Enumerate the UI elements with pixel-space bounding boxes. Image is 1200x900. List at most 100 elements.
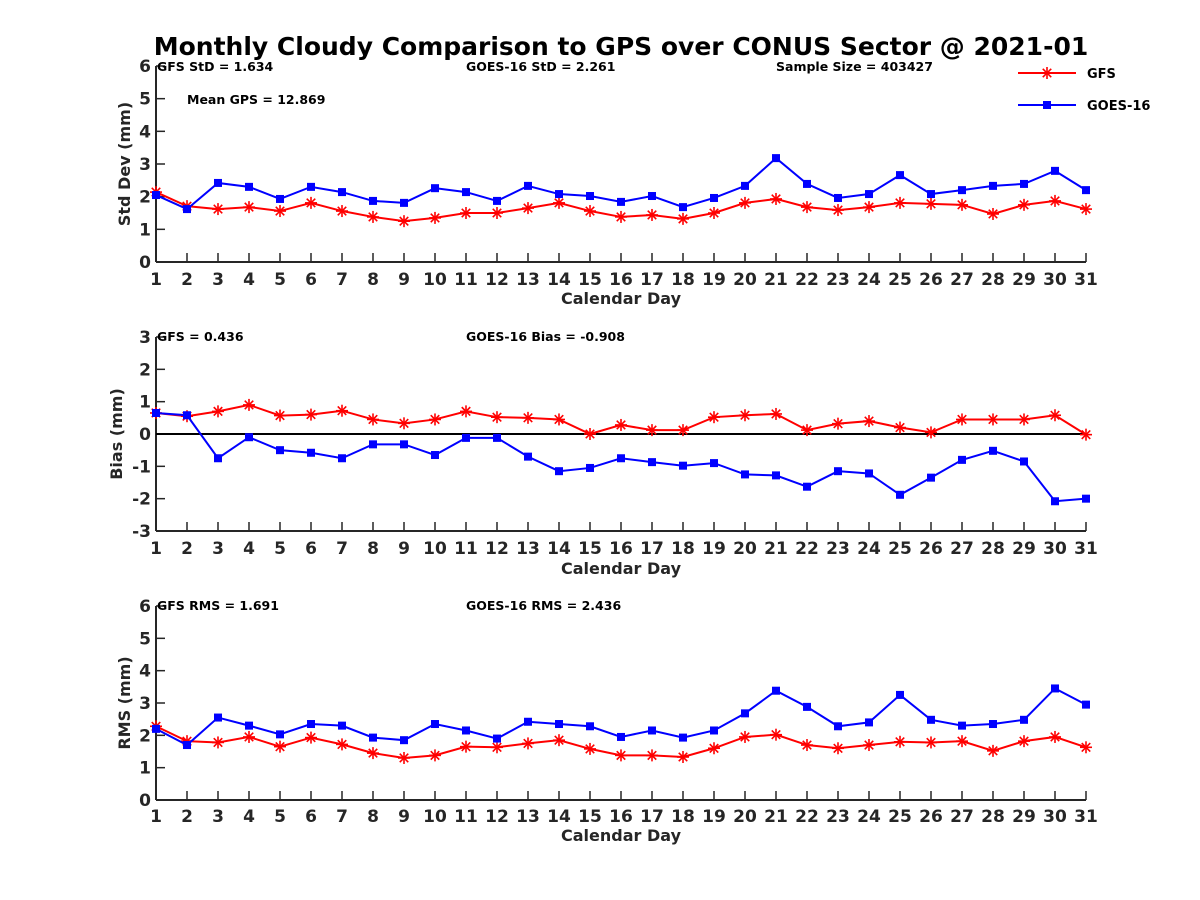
data-point xyxy=(1020,715,1028,724)
data-point xyxy=(398,751,410,764)
x-tick-label: 21 xyxy=(764,270,788,290)
data-point-stroke xyxy=(275,410,285,421)
x-axis-label: Calendar Day xyxy=(561,559,682,578)
chart-title: Monthly Cloudy Comparison to GPS over CO… xyxy=(154,32,1089,61)
data-point-stroke xyxy=(988,414,998,425)
data-point xyxy=(338,188,346,197)
x-tick-label: 20 xyxy=(733,270,757,290)
x-tick-label: 4 xyxy=(243,807,255,827)
data-point xyxy=(646,749,658,762)
data-point-stroke xyxy=(833,205,843,215)
data-point xyxy=(429,211,441,224)
data-point xyxy=(708,207,720,219)
data-point xyxy=(460,405,472,418)
y-tick-label: 4 xyxy=(139,662,151,682)
data-point xyxy=(958,455,966,464)
x-tick-label: 7 xyxy=(336,539,348,559)
data-point xyxy=(679,733,687,742)
data-point-stroke xyxy=(957,736,967,746)
data-point xyxy=(305,408,317,421)
data-point-stroke xyxy=(1050,196,1060,206)
data-point xyxy=(212,405,224,418)
data-point-stroke xyxy=(1019,736,1029,746)
data-point xyxy=(617,454,625,463)
data-point-stroke xyxy=(988,209,998,219)
data-point-stroke xyxy=(1081,742,1091,753)
data-point xyxy=(989,720,997,729)
data-point-stroke xyxy=(554,735,564,745)
data-point xyxy=(956,198,968,211)
x-tick-label: 23 xyxy=(826,807,850,827)
y-tick-label: 4 xyxy=(139,122,151,142)
data-point xyxy=(183,205,191,214)
x-tick-label: 9 xyxy=(398,270,410,290)
data-point xyxy=(648,726,656,735)
data-point xyxy=(584,742,596,755)
y-tick-label: 6 xyxy=(139,597,151,617)
x-tick-label: 4 xyxy=(243,270,255,290)
x-tick-label: 23 xyxy=(826,539,850,559)
data-point xyxy=(462,188,470,197)
data-point-stroke xyxy=(1019,414,1029,425)
x-tick-label: 22 xyxy=(795,539,819,559)
data-point xyxy=(677,212,689,225)
series-goes-16 xyxy=(152,684,1090,750)
x-tick-label: 23 xyxy=(826,270,850,290)
data-point-stroke xyxy=(833,418,843,429)
data-point-stroke xyxy=(802,740,812,750)
x-tick-label: 24 xyxy=(857,807,881,827)
data-point-stroke xyxy=(833,743,843,754)
data-point xyxy=(708,742,720,755)
data-point-stroke xyxy=(523,738,533,749)
data-point xyxy=(431,184,439,193)
data-point-stroke xyxy=(771,409,781,419)
data-point xyxy=(336,404,348,417)
data-point xyxy=(336,738,348,751)
data-point-stroke xyxy=(740,198,750,208)
data-point xyxy=(1080,428,1092,441)
data-point xyxy=(212,736,224,749)
x-tick-label: 15 xyxy=(578,539,602,559)
x-tick-label: 4 xyxy=(243,539,255,559)
data-point-stroke xyxy=(864,416,874,426)
x-tick-label: 6 xyxy=(305,270,317,290)
y-tick-label: -3 xyxy=(132,522,151,542)
data-point-stroke xyxy=(523,203,533,213)
data-point xyxy=(243,201,255,214)
data-point-stroke xyxy=(337,206,347,216)
data-point xyxy=(245,182,253,191)
data-point xyxy=(708,411,720,424)
data-point xyxy=(462,433,470,442)
data-point xyxy=(243,730,255,743)
data-point xyxy=(956,735,968,748)
data-point xyxy=(863,201,875,214)
data-point-stroke xyxy=(864,202,874,212)
data-point xyxy=(1020,457,1028,466)
data-point xyxy=(274,205,286,218)
data-point xyxy=(615,210,627,223)
x-tick-label: 9 xyxy=(398,539,410,559)
data-point xyxy=(863,739,875,752)
data-point-stroke xyxy=(1019,200,1029,210)
data-point xyxy=(212,203,224,216)
data-point xyxy=(214,454,222,463)
x-axis-label: Calendar Day xyxy=(561,826,682,845)
data-point xyxy=(400,736,408,745)
data-point xyxy=(245,433,253,442)
x-tick-label: 28 xyxy=(981,270,1005,290)
data-point xyxy=(863,415,875,428)
data-point xyxy=(214,178,222,187)
data-point xyxy=(834,193,842,202)
data-point-stroke xyxy=(926,737,936,748)
data-point xyxy=(338,454,346,463)
data-point-stroke xyxy=(368,212,378,222)
data-point-stroke xyxy=(213,204,223,214)
data-point xyxy=(987,207,999,220)
data-point xyxy=(152,408,160,417)
x-tick-label: 8 xyxy=(367,807,379,827)
data-point xyxy=(524,717,532,726)
x-tick-label: 29 xyxy=(1012,270,1036,290)
data-point-stroke xyxy=(647,750,657,761)
x-tick-label: 16 xyxy=(609,270,633,290)
data-point xyxy=(925,736,937,749)
